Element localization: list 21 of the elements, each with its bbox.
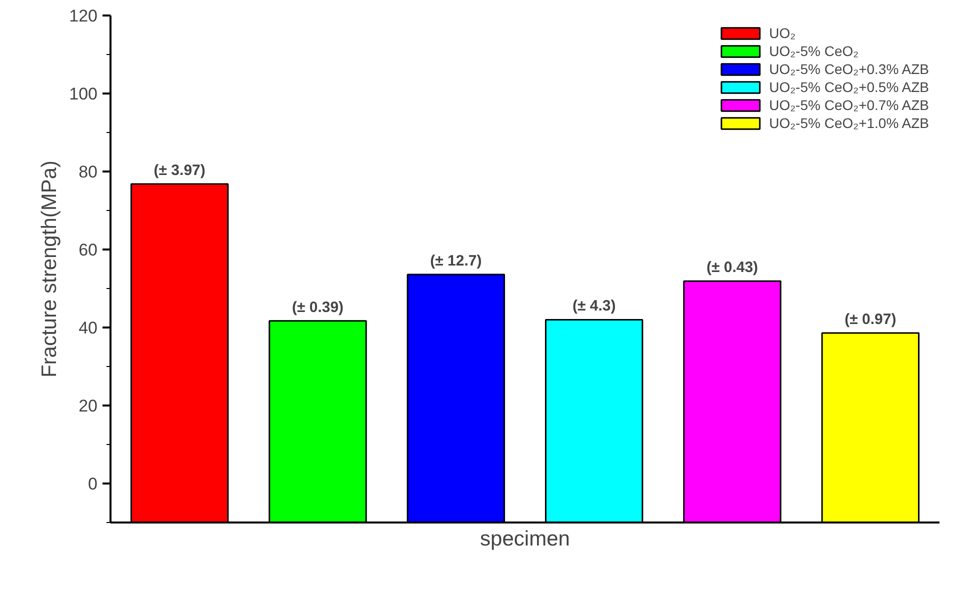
legend-label: UO₂-5% CeO₂+0.5% AZB (769, 79, 929, 95)
annotation: (± 3.97) (154, 162, 206, 179)
y-tick-label: 40 (78, 318, 98, 338)
annotation: (± 4.3) (572, 298, 616, 315)
y-tick-label: 60 (78, 240, 98, 260)
legend-label: UO₂ (769, 25, 796, 41)
annotation: (± 0.43) (706, 259, 758, 276)
y-tick-label: 120 (69, 6, 98, 26)
annotation: (± 0.97) (844, 310, 896, 328)
legend-label: UO₂-5% CeO₂ (769, 43, 859, 59)
y-tick-label: 0 (88, 474, 98, 494)
legend-label: UO₂-5% CeO₂+0.7% AZB (769, 97, 929, 113)
y-tick-label: 80 (78, 162, 98, 182)
y-tick-label: 100 (69, 84, 98, 104)
legend-label: UO₂-5% CeO₂+1.0% AZB (769, 115, 929, 131)
annotation: (± 0.39) (292, 298, 344, 316)
y-tick-label: 20 (78, 396, 98, 416)
legend-label: UO₂-5% CeO₂+0.3% AZB (769, 61, 929, 77)
y-axis-title: Fracture strength(MPa) (38, 160, 62, 378)
x-axis-title: specimen (480, 528, 570, 550)
annotation: (± 12.7) (430, 252, 482, 270)
